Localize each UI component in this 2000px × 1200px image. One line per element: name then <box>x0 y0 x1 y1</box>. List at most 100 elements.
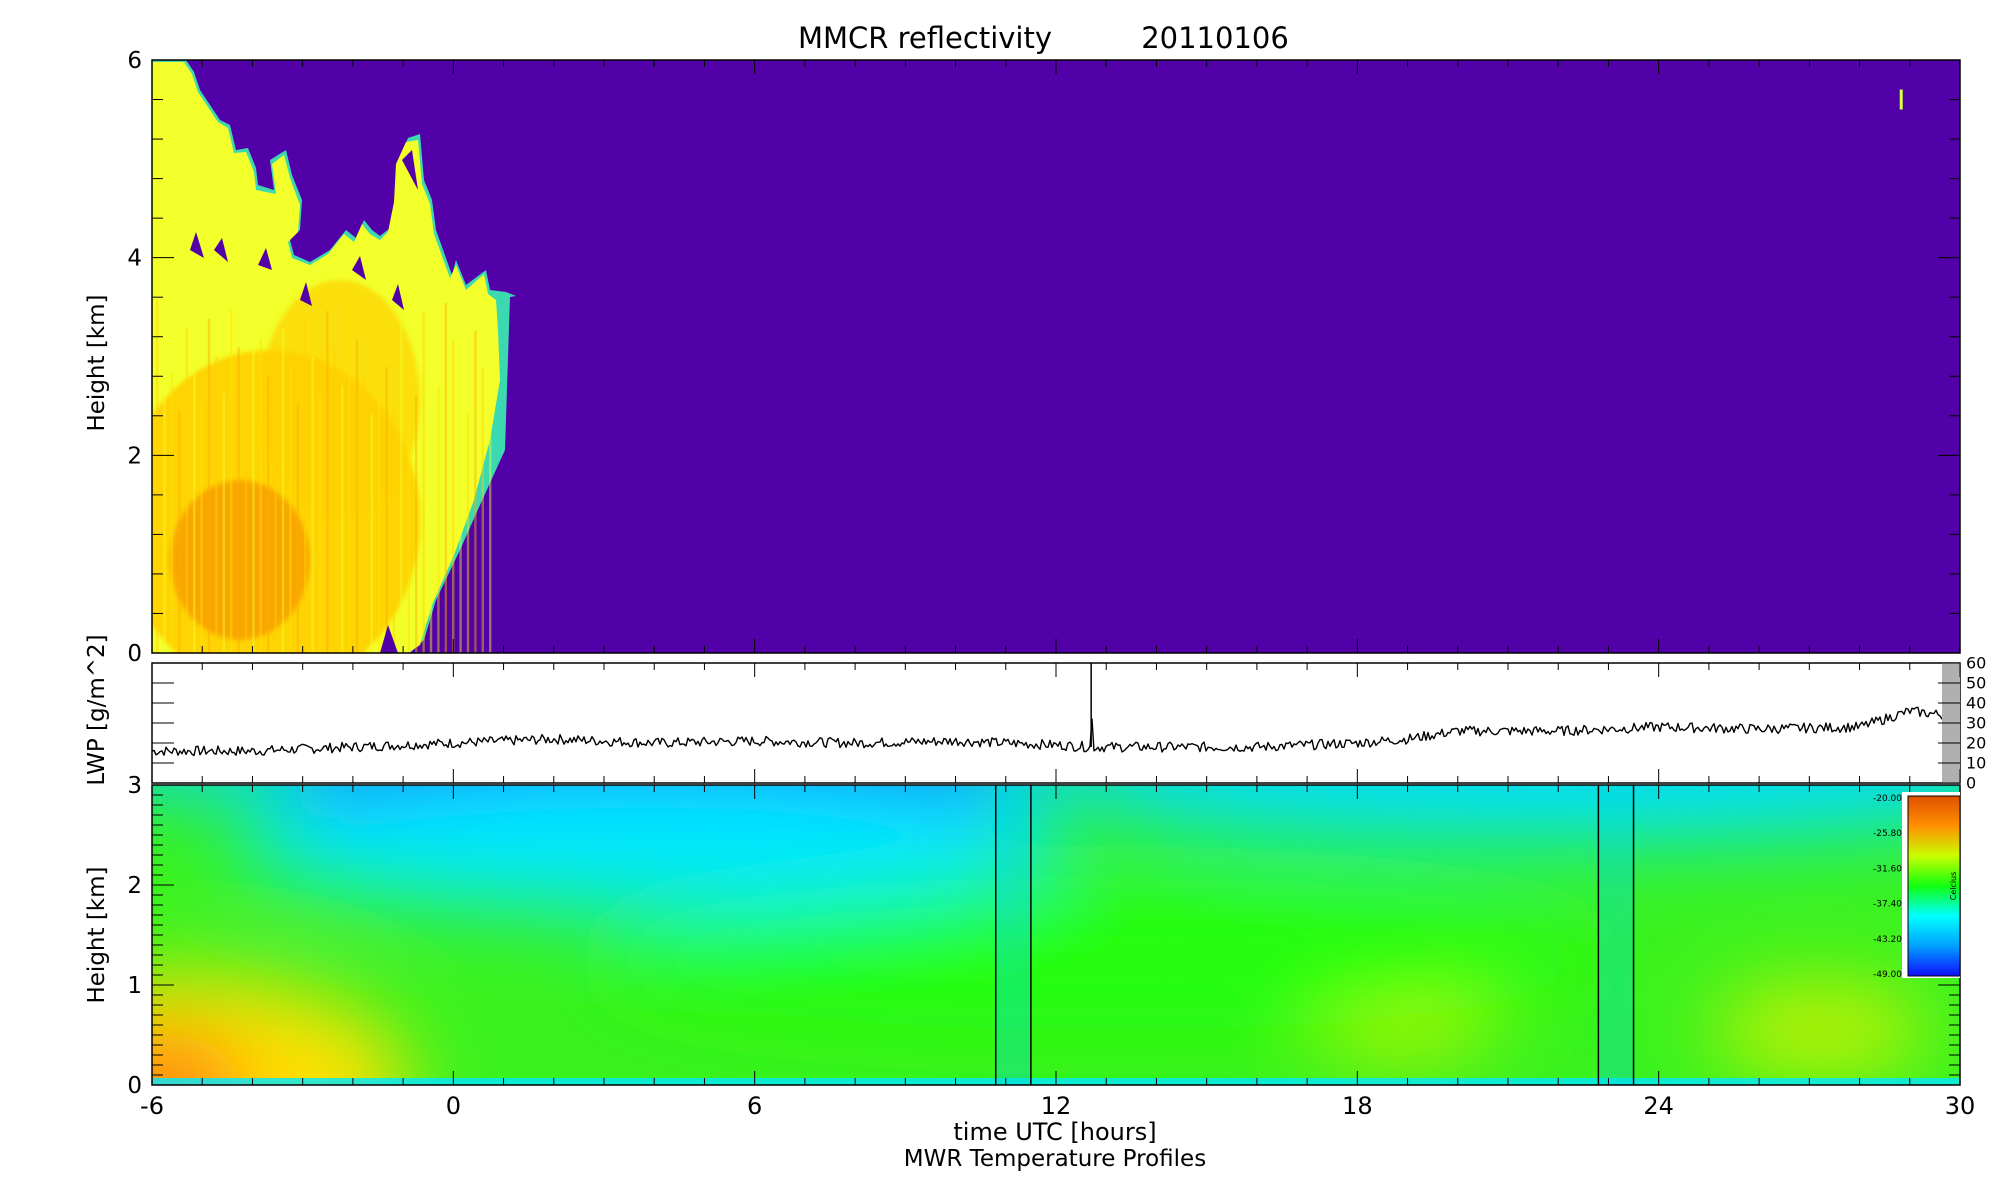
colorbar-tick-label: -37.40 <box>1873 900 1902 910</box>
cloud-streak <box>489 405 492 653</box>
lwp-tick-marks <box>151 662 1961 784</box>
cloud-core-upper <box>260 280 420 520</box>
lwp-series-line <box>152 706 1960 757</box>
x-tick-label: 30 <box>1945 1092 1976 1120</box>
cloud-streak <box>407 358 410 653</box>
cloud-streak <box>459 377 462 653</box>
reflectivity-y-axis-label: Height [km] <box>84 294 110 431</box>
cloud-streak <box>193 365 196 653</box>
y-tick-label: 20 <box>1966 734 1986 753</box>
cloud-streak <box>178 411 181 653</box>
colorbar-tick-label: -43.20 <box>1873 935 1902 945</box>
cyan-band-right <box>1100 785 1960 840</box>
missing-band-fill <box>995 785 1031 1085</box>
cloud-streak <box>237 347 240 653</box>
cloud-streak <box>400 321 403 653</box>
reflectivity-cloud-echoes <box>152 60 516 653</box>
cloud-streak <box>333 348 336 653</box>
cloud-streak <box>259 338 262 653</box>
cloud-streak <box>311 357 314 653</box>
reflectivity-y-tick-labels: 0 2 4 6 <box>127 48 142 667</box>
cloud-streak <box>429 349 433 653</box>
cloud-streak <box>296 403 299 653</box>
y-tick-label: 0 <box>127 641 142 667</box>
temperature-gradient-blobs <box>152 785 1960 1085</box>
cloud-streak <box>466 414 470 653</box>
y-tick-label: 30 <box>1966 714 1986 733</box>
y-tick-label: 3 <box>127 773 142 799</box>
cloud-core-inner <box>170 480 310 640</box>
cloud-gap-1 <box>190 232 204 258</box>
y-tick-label: 10 <box>1966 754 1986 773</box>
cloud-streak <box>230 310 233 653</box>
cloud-streak <box>318 394 322 653</box>
reflectivity-speck <box>1899 89 1903 110</box>
colorbar-label: Celcius <box>1949 872 1958 901</box>
green-band-mid <box>600 890 1600 1030</box>
cloud-streak <box>267 375 270 653</box>
cloud-streak <box>170 374 174 653</box>
colorbar-tick-label: -49.00 <box>1873 970 1902 980</box>
hot-surface-core <box>152 1035 250 1085</box>
y-tick-label: 0 <box>127 1073 142 1099</box>
cloud-bottom-gap <box>380 625 398 653</box>
y-tick-label: 50 <box>1966 674 1986 693</box>
time-x-tick-labels: -6 0 6 12 18 24 30 <box>140 1092 1975 1120</box>
temperature-y-axis-label: Height [km] <box>84 866 110 1003</box>
y-tick-label: 60 <box>1966 654 1986 673</box>
y-tick-label: 40 <box>1966 694 1986 713</box>
x-tick-label: 18 <box>1342 1092 1373 1120</box>
y-tick-label: 0 <box>1966 774 1976 793</box>
cloud-streak <box>392 404 396 653</box>
cloud-streak <box>341 385 344 653</box>
x-tick-label: -6 <box>140 1092 164 1120</box>
x-tick-label: 12 <box>1041 1092 1072 1120</box>
cloud-gap-4 <box>300 282 312 306</box>
cloud-gap-2 <box>214 238 228 262</box>
x-tick-label: 6 <box>747 1092 762 1120</box>
cloud-streak <box>281 329 285 653</box>
cloud-streak <box>304 320 307 653</box>
y-tick-label: 2 <box>127 443 142 469</box>
cloud-streak <box>355 339 359 653</box>
colorbar-tick-label: -25.80 <box>1873 829 1902 839</box>
cloud-streak <box>474 331 477 653</box>
missing-data-bands <box>994 785 1635 1085</box>
cloud-gap-7 <box>402 150 418 190</box>
cloud-streak <box>378 330 381 653</box>
cloud-streak <box>252 301 255 653</box>
chart-title: MMCR reflectivity <box>798 21 1052 55</box>
y-tick-label: 2 <box>127 873 142 899</box>
cloud-streak <box>348 302 351 653</box>
cloud-streak <box>185 328 188 653</box>
y-tick-label: 4 <box>127 246 142 272</box>
missing-band-fill <box>1598 785 1634 1085</box>
yellow-lobe-2 <box>1710 985 1930 1075</box>
cloud-streak <box>156 300 159 653</box>
temperature-colorbar: -20.00 -25.80 -31.60 -37.40 -43.20 -49.00 Cel… <box>1873 792 1961 980</box>
x-tick-label: 24 <box>1643 1092 1674 1120</box>
cloud-streak <box>481 368 484 653</box>
cloud-streak <box>274 412 277 653</box>
y-tick-label: 1 <box>127 973 142 999</box>
cloud-streak <box>452 340 455 653</box>
cloud-streak <box>222 393 225 653</box>
colorbar-gradient <box>1907 795 1961 977</box>
colorbar-tick-label: -20.00 <box>1873 794 1902 804</box>
cloud-streak <box>422 312 425 653</box>
cloud-streak <box>207 319 211 653</box>
cloud-streak <box>437 386 440 653</box>
cyan-band <box>230 785 1070 910</box>
x-tick-label: 0 <box>446 1092 461 1120</box>
temperature-y-tick-labels: 0 1 2 3 <box>127 773 142 1099</box>
cloud-streak <box>370 413 373 653</box>
colorbar-tick-label: -31.60 <box>1873 864 1902 874</box>
cloud-streak <box>444 303 447 653</box>
cloud-streak <box>385 367 388 653</box>
cloud-gap-5 <box>352 256 366 280</box>
time-x-axis-label: time UTC [hours] <box>953 1118 1156 1146</box>
cloud-streak <box>363 376 366 653</box>
